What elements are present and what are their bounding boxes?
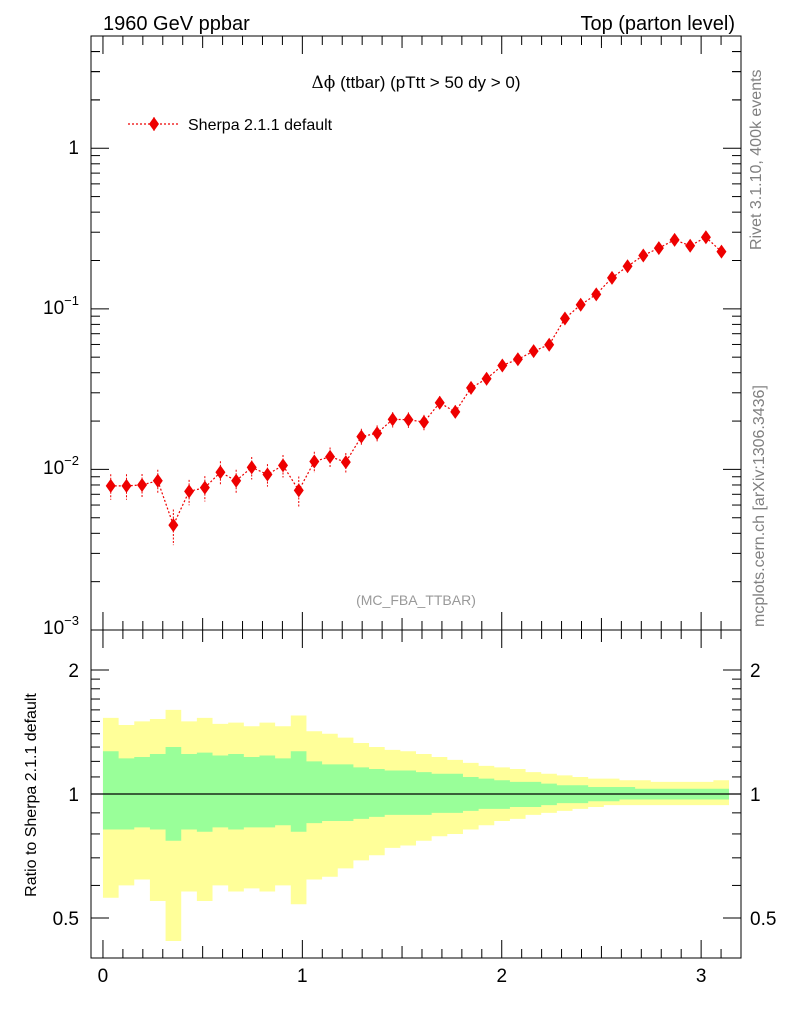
series-line <box>110 236 722 527</box>
data-point <box>606 270 617 285</box>
y-tick-label-0.001-base: 10 <box>43 618 64 639</box>
data-point <box>262 467 273 482</box>
plot-title: Δϕ (ttbar) (pTtt > 50 dy > 0) <box>311 73 520 93</box>
plot-title-symbol: Δϕ <box>311 73 335 93</box>
data-point <box>325 449 336 464</box>
y-tick-label-0.1-exp: −1 <box>64 293 79 308</box>
ratio-y-tick-label-right: 1 <box>750 785 761 806</box>
mcplots-reference-label: mcplots.cern.ch [arXiv:1306.3436] <box>751 385 768 627</box>
ratio-panel: 0.5 0.5 1 1 2 2 0 1 2 3 Ratio to Sherpa 2.1.1 de… <box>23 629 776 987</box>
ratio-y-tick-label-right: 2 <box>750 661 761 682</box>
data-point <box>278 458 289 473</box>
data-point <box>105 478 116 493</box>
main-panel: Δϕ (ttbar) (pTtt > 50 dy > 0) Sherpa 2.1… <box>43 35 742 639</box>
data-point <box>121 478 132 493</box>
ratio-y-tick-label-right: 0.5 <box>750 909 776 930</box>
data-point <box>622 259 633 274</box>
data-point <box>137 477 148 492</box>
rivet-version-label: Rivet 3.1.10, 400k events <box>748 69 765 250</box>
y-tick-label-0.01: 10−2 <box>43 453 79 479</box>
data-point <box>168 518 179 533</box>
y-tick-label-0.1: 10−1 <box>43 293 79 319</box>
main-data-series <box>105 230 727 546</box>
data-point <box>152 473 163 488</box>
data-point <box>340 455 351 470</box>
data-point <box>481 371 492 386</box>
data-point <box>184 484 195 499</box>
y-tick-label-0.001-exp: −3 <box>64 613 79 628</box>
data-point <box>199 480 210 495</box>
data-point <box>528 344 539 359</box>
data-point <box>669 232 680 247</box>
data-point <box>418 415 429 430</box>
data-point <box>544 337 555 352</box>
data-point <box>716 244 727 259</box>
ratio-y-tick-label-left: 1 <box>68 785 79 806</box>
y-tick-label-0.001: 10−3 <box>43 613 79 639</box>
data-point <box>450 404 461 419</box>
data-point <box>293 483 304 498</box>
process-label: Top (parton level) <box>580 13 735 35</box>
data-point <box>403 412 414 427</box>
y-tick-label-0.01-exp: −2 <box>64 453 79 468</box>
data-point <box>700 230 711 245</box>
data-point <box>387 412 398 427</box>
data-point <box>215 465 226 480</box>
collision-label: 1960 GeV ppbar <box>103 13 250 35</box>
data-point <box>372 426 383 441</box>
data-point <box>512 352 523 367</box>
data-point <box>685 238 696 253</box>
x-tick-label: 2 <box>496 966 507 987</box>
ratio-x-ticks: 0 1 2 3 <box>98 630 742 987</box>
x-tick-label: 1 <box>297 966 308 987</box>
plot-title-text: (ttbar) (pTtt > 50 dy > 0) <box>335 73 520 92</box>
main-y-ticks <box>91 35 741 631</box>
x-tick-label: 3 <box>696 966 707 987</box>
y-tick-label-0.01-base: 10 <box>43 458 64 479</box>
data-point <box>653 241 664 256</box>
ratio-y-ticks: 0.5 0.5 1 1 2 2 <box>53 661 776 959</box>
data-point <box>559 311 570 326</box>
data-point <box>497 358 508 373</box>
data-point <box>591 287 602 302</box>
ratio-frame <box>90 629 742 959</box>
ratio-y-axis-label: Ratio to Sherpa 2.1.1 default <box>23 693 40 897</box>
ratio-bands <box>91 709 741 941</box>
data-point <box>434 395 445 410</box>
data-point <box>356 429 367 444</box>
x-tick-label: 0 <box>98 966 109 987</box>
legend-marker <box>149 117 159 131</box>
data-point <box>309 454 320 469</box>
legend: Sherpa 2.1.1 default <box>128 117 333 134</box>
y-tick-label-0.1-base: 10 <box>43 298 64 319</box>
y-tick-label-1: 1 <box>68 138 79 159</box>
data-point <box>638 248 649 263</box>
ratio-y-tick-label-left: 0.5 <box>53 909 79 930</box>
analysis-label: (MC_FBA_TTBAR) <box>356 592 476 608</box>
legend-label: Sherpa 2.1.1 default <box>188 117 333 134</box>
data-point <box>231 473 242 488</box>
data-point <box>575 297 586 312</box>
ratio-y-tick-label-left: 2 <box>68 661 79 682</box>
data-point <box>466 380 477 395</box>
data-point <box>246 460 257 475</box>
